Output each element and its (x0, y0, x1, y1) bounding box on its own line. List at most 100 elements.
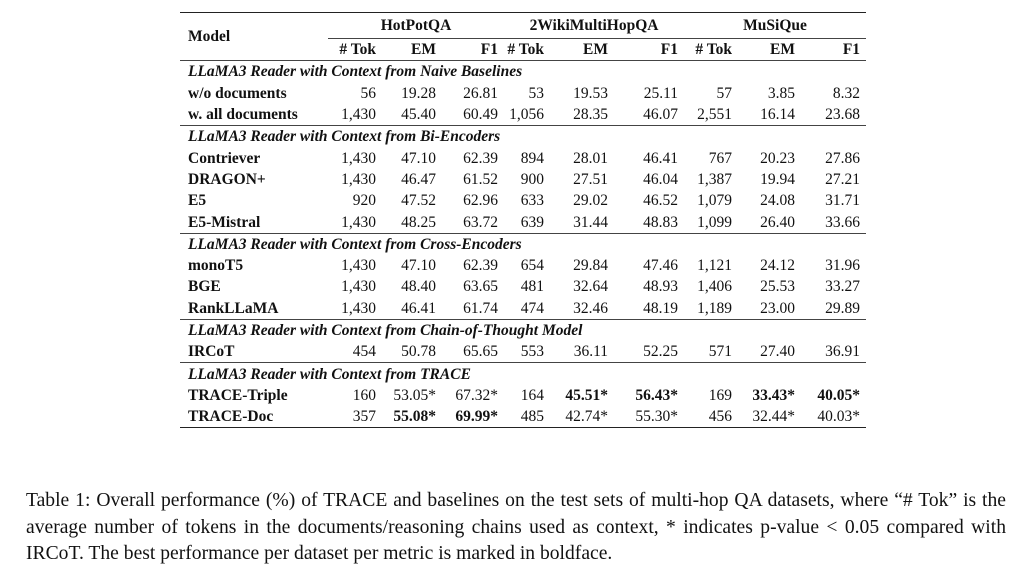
section-header-row: LLaMA3 Reader with Context from Bi-Encod… (180, 125, 867, 148)
table-cell: 481 (520, 278, 545, 296)
metric-header-tok: # Tok (504, 38, 551, 62)
table-cell: 53.05* (393, 386, 436, 404)
table-cell: 48.19 (643, 299, 679, 317)
table-cell: 20.23 (760, 149, 796, 167)
table-row: DRAGON+ 1,430 46.47 61.52 900 27.51 46.04 1,387… (180, 169, 866, 190)
table-cell: 2,551 (697, 106, 733, 124)
table-cell: 27.40 (760, 343, 796, 361)
table-cell: 29.89 (825, 299, 861, 317)
table-cell: 767 (708, 149, 733, 167)
table-cell: 1,430 (341, 170, 376, 188)
table-cell: 46.52 (643, 192, 679, 210)
table-cell: 1,430 (341, 299, 376, 317)
table-cell: 40.05* (817, 386, 861, 404)
table-cell: 57 (716, 84, 733, 102)
table-cell: 357 (328, 406, 382, 429)
section-header-row: LLaMA3 Reader with Context from Chain-of… (180, 318, 867, 342)
table-cell: 1,430 (341, 106, 376, 124)
table-cell: 28.01 (573, 149, 609, 167)
table-cell: 485 (504, 406, 551, 429)
table-cell: 55.30* (614, 406, 685, 429)
table-cell: 8.32 (832, 84, 861, 102)
table-cell: 55.08* (382, 406, 442, 429)
table-cell: 46.41 (643, 149, 679, 167)
table-cell: 52.25 (643, 343, 679, 361)
table-caption: Table 1: Overall performance (%) of TRAC… (26, 490, 1006, 564)
table-cell: 894 (520, 149, 545, 167)
model-name: DRAGON+ (188, 170, 266, 188)
table-cell: 633 (520, 192, 545, 210)
table-cell: 56.43* (635, 386, 679, 404)
table-cell: 19.53 (573, 84, 609, 102)
table-cell: 48.93 (643, 278, 679, 296)
model-name: monoT5 (188, 257, 244, 275)
table-row: Contriever 1,430 47.10 62.39 894 28.01 46.41 76… (180, 147, 866, 168)
table-cell: 3.85 (767, 84, 796, 102)
table-cell: 63.72 (463, 213, 499, 231)
table-cell: 27.86 (825, 149, 861, 167)
table-cell: 62.39 (463, 149, 499, 167)
table-cell: 47.10 (401, 257, 436, 275)
table-cell: 169 (708, 386, 733, 404)
table-cell: 1,056 (509, 106, 545, 124)
table-row: w. all documents 1,430 45.40 60.49 1,056 28.3… (180, 104, 866, 126)
model-name: BGE (188, 278, 221, 296)
table-cell: 53 (528, 84, 545, 102)
metric-header-em: EM (738, 38, 802, 62)
model-name: w. all documents (188, 106, 298, 124)
table-cell: 25.11 (643, 84, 679, 102)
model-name: Contriever (188, 149, 261, 167)
section-header-row: LLaMA3 Reader with Context from Naive Ba… (180, 60, 867, 83)
metric-header-em: EM (550, 38, 615, 62)
table-cell: 571 (708, 343, 733, 361)
table-cell: 16.14 (760, 106, 796, 124)
table-row: w/o documents 56 19.28 26.81 53 19.53 25.11 57 3… (180, 83, 866, 104)
table-cell: 29.84 (573, 257, 609, 275)
table-cell: 553 (520, 343, 545, 361)
table-cell: 65.65 (463, 343, 499, 361)
model-name: E5 (188, 192, 207, 210)
table-cell: 60.49 (463, 106, 499, 124)
table-cell: 1,387 (697, 170, 733, 188)
table-cell: 24.12 (760, 257, 796, 275)
metric-header-f1: F1 (801, 38, 867, 62)
table-cell: 900 (520, 170, 545, 188)
table-cell: 27.21 (825, 170, 861, 188)
table-cell: 1,121 (697, 257, 733, 275)
table-cell: 1,430 (341, 278, 376, 296)
metric-header-f1: F1 (614, 38, 685, 62)
metric-header-em: EM (382, 38, 442, 62)
table-cell: 26.40 (760, 213, 796, 231)
section-title: LLaMA3 Reader with Context from Cross-En… (180, 232, 867, 255)
table-cell: 456 (684, 406, 739, 429)
section-header-row: LLaMA3 Reader with Context from TRACE (180, 362, 867, 385)
table-cell: 27.51 (573, 170, 609, 188)
table-cell: 46.07 (643, 106, 679, 124)
table-cell: 1,079 (697, 192, 733, 210)
table-cell: 48.40 (401, 278, 436, 296)
section-title: LLaMA3 Reader with Context from Bi-Encod… (180, 125, 867, 148)
table-cell: 25.53 (760, 278, 796, 296)
table-cell: 1,430 (341, 149, 376, 167)
table-cell: 45.40 (401, 106, 436, 124)
table-row: IRCoT 454 50.78 65.65 553 36.11 52.25 571 27.40 3… (180, 341, 866, 363)
table-row: TRACE-Triple 160 53.05* 67.32* 164 45.51* 56.4… (180, 385, 866, 406)
table-row: E5-Mistral 1,430 48.25 63.72 639 31.44 48.83 1,… (180, 211, 866, 233)
table-cell: 19.94 (760, 170, 796, 188)
table-cell: 45.51* (565, 386, 609, 404)
table-cell: 40.03* (801, 406, 867, 429)
table-cell: 32.46 (573, 299, 609, 317)
table-cell: 47.52 (401, 192, 436, 210)
table-row: E5 920 47.52 62.96 633 29.02 46.52 1,079 24.08 31… (180, 190, 866, 211)
table-row: TRACE-Doc 357 55.08* 69.99* 485 42.74* 55.30* 4… (180, 406, 867, 429)
table-cell: 47.46 (643, 257, 679, 275)
table-cell: 46.04 (643, 170, 679, 188)
table-cell: 62.39 (463, 257, 499, 275)
table-cell: 474 (520, 299, 545, 317)
model-name: w/o documents (188, 84, 287, 102)
table-cell: 69.99* (442, 406, 505, 429)
table-cell: 24.08 (760, 192, 796, 210)
table-cell: 1,099 (697, 213, 733, 231)
model-name: RankLLaMA (188, 299, 279, 317)
table-cell: 61.74 (463, 299, 499, 317)
